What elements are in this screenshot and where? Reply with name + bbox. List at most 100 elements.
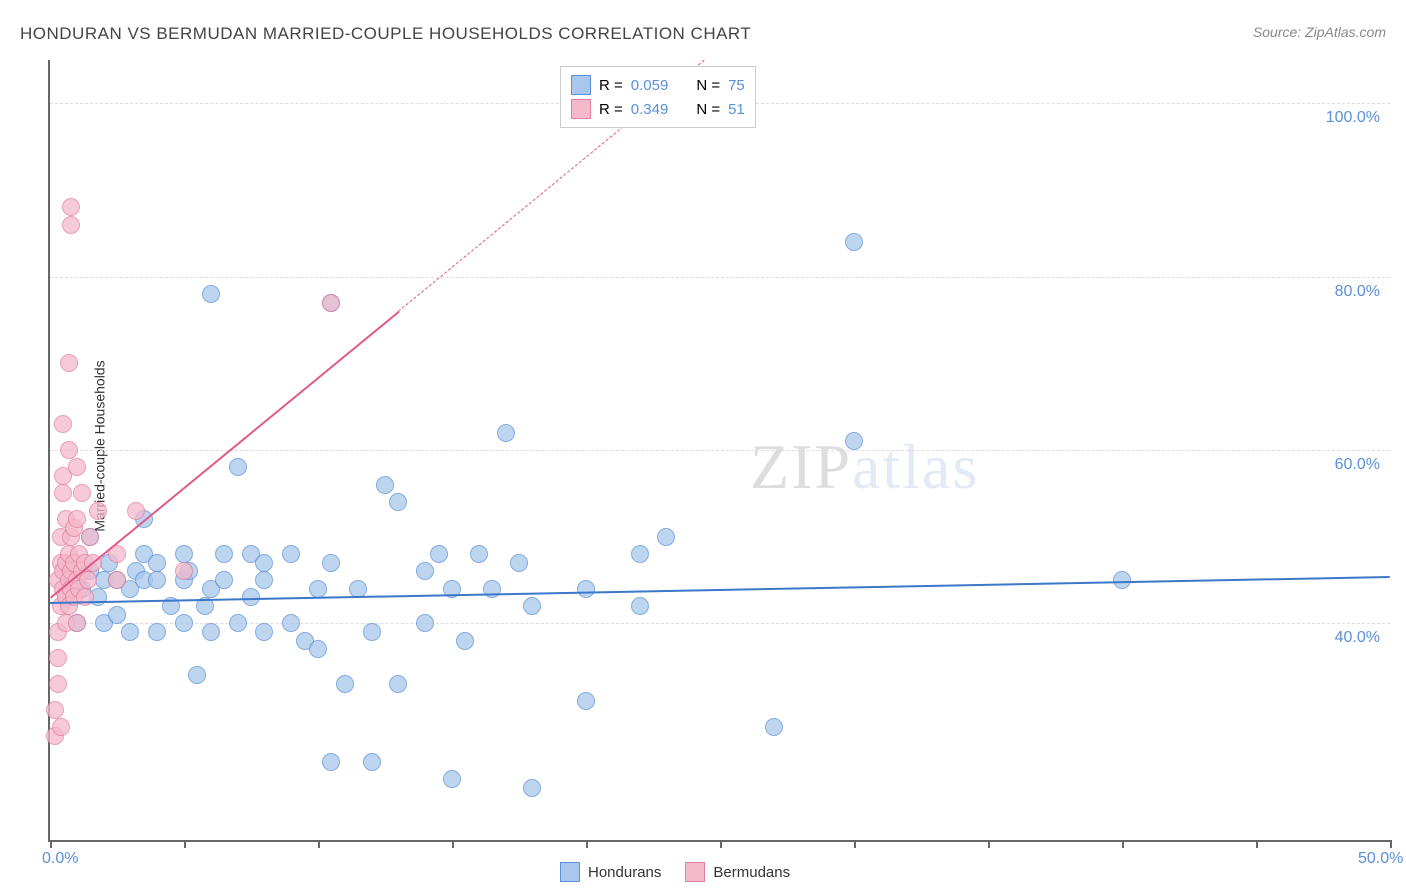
data-point — [336, 675, 354, 693]
data-point — [255, 571, 273, 589]
data-point — [229, 458, 247, 476]
data-point — [148, 571, 166, 589]
x-tick — [1256, 840, 1258, 848]
y-tick-label: 100.0% — [1320, 109, 1380, 127]
data-point — [845, 432, 863, 450]
data-point — [175, 545, 193, 563]
series-legend: Hondurans Bermudans — [560, 862, 790, 882]
r-label: R = — [599, 101, 623, 118]
x-tick-label: 50.0% — [1358, 850, 1403, 868]
data-point — [456, 632, 474, 650]
data-point — [49, 649, 67, 667]
legend-swatch — [571, 99, 591, 119]
data-point — [54, 484, 72, 502]
correlation-legend: R =0.059N =75R =0.349N =51 — [560, 66, 756, 128]
data-point — [389, 493, 407, 511]
data-point — [322, 294, 340, 312]
legend-row: R =0.349N =51 — [571, 97, 745, 121]
data-point — [416, 614, 434, 632]
legend-item: Bermudans — [685, 862, 790, 882]
gridline — [50, 623, 1390, 624]
data-point — [510, 554, 528, 572]
x-tick-label: 0.0% — [42, 850, 78, 868]
data-point — [322, 753, 340, 771]
legend-row: R = 0.059 N = 75 — [571, 73, 745, 97]
data-point — [309, 580, 327, 598]
data-point — [148, 623, 166, 641]
data-point — [845, 233, 863, 251]
data-point — [73, 484, 91, 502]
data-point — [175, 614, 193, 632]
data-point — [215, 545, 233, 563]
r-value: 0.059 — [631, 77, 669, 94]
gridline — [50, 277, 1390, 278]
x-tick — [50, 840, 52, 848]
x-tick — [1390, 840, 1392, 848]
data-point — [389, 675, 407, 693]
x-tick — [452, 840, 454, 848]
data-point — [430, 545, 448, 563]
data-point — [121, 623, 139, 641]
data-point — [148, 554, 166, 572]
y-tick-label: 80.0% — [1320, 283, 1380, 301]
legend-swatch — [571, 75, 591, 95]
x-tick — [184, 840, 186, 848]
chart-container: HONDURAN VS BERMUDAN MARRIED-COUPLE HOUS… — [0, 0, 1406, 892]
x-tick — [1122, 840, 1124, 848]
data-point — [322, 554, 340, 572]
data-point — [765, 718, 783, 736]
n-label: N = — [696, 77, 720, 94]
y-tick-label: 40.0% — [1320, 629, 1380, 647]
n-label: N = — [696, 101, 720, 118]
x-tick — [586, 840, 588, 848]
data-point — [255, 554, 273, 572]
legend-item: Hondurans — [560, 862, 661, 882]
data-point — [631, 597, 649, 615]
data-point — [282, 545, 300, 563]
data-point — [68, 614, 86, 632]
data-point — [443, 770, 461, 788]
data-point — [255, 623, 273, 641]
data-point — [54, 415, 72, 433]
r-value: 0.349 — [631, 101, 669, 118]
data-point — [89, 502, 107, 520]
data-point — [108, 571, 126, 589]
data-point — [497, 424, 515, 442]
scatter-plot: ZIPatlas 40.0%60.0%80.0%100.0% — [48, 60, 1390, 842]
data-point — [577, 692, 595, 710]
data-point — [282, 614, 300, 632]
data-point — [81, 528, 99, 546]
data-point — [68, 510, 86, 528]
data-point — [62, 198, 80, 216]
data-point — [68, 458, 86, 476]
data-point — [49, 675, 67, 693]
data-point — [1113, 571, 1131, 589]
data-point — [229, 614, 247, 632]
data-point — [108, 606, 126, 624]
x-tick — [854, 840, 856, 848]
x-tick — [720, 840, 722, 848]
data-point — [523, 597, 541, 615]
gridline — [50, 450, 1390, 451]
data-point — [202, 623, 220, 641]
data-point — [309, 640, 327, 658]
data-point — [60, 354, 78, 372]
legend-label: Hondurans — [588, 864, 661, 881]
data-point — [62, 216, 80, 234]
data-point — [523, 779, 541, 797]
data-point — [363, 623, 381, 641]
data-point — [577, 580, 595, 598]
data-point — [127, 502, 145, 520]
data-point — [363, 753, 381, 771]
r-label: R = — [599, 77, 623, 94]
data-point — [188, 666, 206, 684]
data-point — [60, 441, 78, 459]
legend-swatch — [560, 862, 580, 882]
legend-label: Bermudans — [713, 864, 790, 881]
source-label: Source: ZipAtlas.com — [1253, 24, 1386, 40]
data-point — [470, 545, 488, 563]
data-point — [215, 571, 233, 589]
x-tick — [318, 840, 320, 848]
n-value: 75 — [728, 77, 745, 94]
y-tick-label: 60.0% — [1320, 456, 1380, 474]
